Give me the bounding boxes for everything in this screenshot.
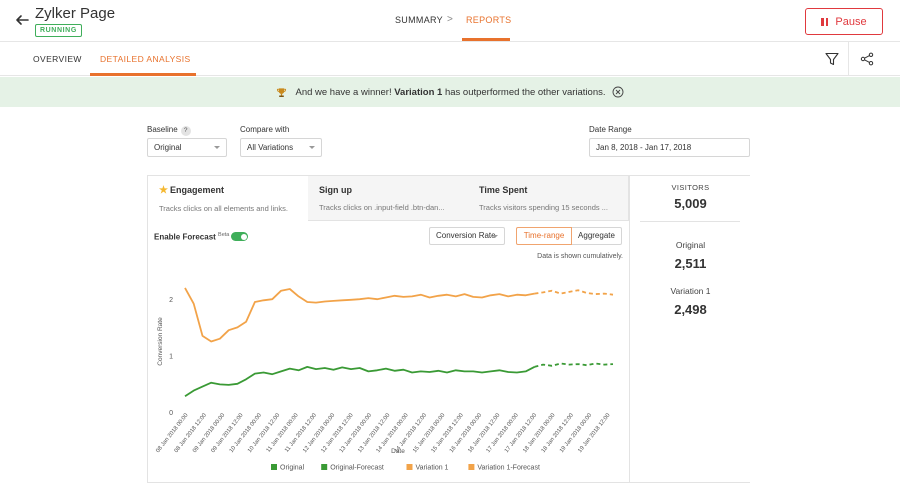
trophy-icon [277,87,287,97]
series-line-original-forecast [534,362,614,368]
goal-title: Engagement [169,185,224,195]
page-title: Zylker Page [35,5,116,22]
series-line-variation-1-forecast [534,289,614,296]
date-range-value: Jan 8, 2018 - Jan 17, 2018 [596,143,692,152]
chevron-right-icon: > [447,14,453,25]
visitors-value: 5,009 [674,196,707,211]
report-card: ★ Engagement Tracks clicks on all element… [147,175,750,483]
goal-title: Sign up [319,185,352,195]
caret-down-icon [214,146,220,149]
tab-summary[interactable]: SUMMARY [395,15,443,25]
series-line-original [184,366,535,397]
banner-prefix: And we have a winner! [295,86,392,98]
legend-label: Variation 1 [416,465,449,472]
caret-down-icon [309,146,315,149]
goal-tab-time-spent[interactable]: Time Spent Tracks visitors spending 15 s… [468,176,629,221]
time-range-button[interactable]: Time-range [516,227,572,245]
aggregate-button[interactable]: Aggregate [572,227,622,245]
goal-description: Tracks clicks on .input-field .btn-dan..… [319,203,445,212]
active-subtab-indicator [90,73,196,76]
baseline-select[interactable]: Original [147,138,227,157]
filter-button[interactable] [815,42,849,76]
star-icon: ★ [159,185,168,196]
goal-title: Time Spent [479,185,528,195]
active-tab-indicator [462,38,510,41]
variation-label: Variation 1 [670,286,711,296]
legend-swatch [321,464,328,470]
back-arrow-icon[interactable] [12,10,32,30]
banner-winner: Variation 1 [394,86,443,98]
pause-label: Pause [835,15,867,28]
variation-visitors: 2,498 [674,302,707,317]
forecast-toggle[interactable] [231,232,248,241]
divider [640,221,740,222]
compare-select[interactable]: All Variations [240,138,322,157]
goal-description: Tracks visitors spending 15 seconds ... [479,203,608,212]
compare-label: Compare with [240,125,290,134]
date-range-label: Date Range [589,125,632,134]
tab-reports[interactable]: REPORTS [466,15,512,25]
top-header: Zylker Page RUNNING SUMMARY > REPORTS Pa… [0,0,900,42]
tab-detailed-analysis[interactable]: DETAILED ANALYSIS [100,54,191,64]
share-button[interactable] [850,42,884,76]
stats-panel: VISITORS 5,009 Original 2,511 Variation … [629,176,750,482]
metric-value: Conversion Rate [436,231,496,240]
date-range-input[interactable]: Jan 8, 2018 - Jan 17, 2018 [589,138,750,157]
legend-swatch [271,464,277,470]
filter-icon [824,52,839,66]
x-axis-label: Date [391,448,405,455]
baseline-value: Original [154,143,182,152]
pause-button[interactable]: Pause [805,8,883,35]
status-badge: RUNNING [35,24,82,37]
sub-nav: OVERVIEW DETAILED ANALYSIS [0,42,900,76]
forecast-label: Enable Forecast Beta [154,232,229,242]
y-tick-label: 1 [169,354,173,361]
compare-value: All Variations [247,143,294,152]
banner-suffix: has outperformed the other variations. [444,86,606,98]
close-icon[interactable] [612,86,624,98]
pause-icon [821,17,829,26]
legend-label: Original-Forecast [330,465,384,472]
legend-swatch [468,464,475,470]
visitors-label: VISITORS [671,183,710,192]
beta-tag: Beta [218,232,230,238]
y-axis-label: Conversion Rate [157,317,164,366]
legend-swatch [406,464,413,470]
cumulative-note: Data is shown cumulatively. [537,253,623,260]
legend-label: Original [280,465,305,472]
y-tick-label: 0 [169,410,173,417]
caret-down-icon [492,235,498,238]
original-label: Original [675,240,706,250]
goal-tab-sign-up[interactable]: Sign up Tracks clicks on .input-field .b… [308,176,469,221]
tab-overview[interactable]: OVERVIEW [33,54,82,64]
help-icon[interactable]: ? [180,126,191,136]
metric-select[interactable]: Conversion Rate [429,227,505,245]
original-visitors: 2,511 [674,256,707,271]
goal-description: Tracks clicks on all elements and links. [159,204,288,213]
baseline-label-text: Baseline [147,125,178,134]
legend-label: Variation 1-Forecast [477,465,540,472]
x-tick-label: 08 Jan 2018 00:00 [155,413,189,455]
share-icon [860,52,874,66]
baseline-label: Baseline? [147,125,191,136]
winner-banner: And we have a winner! Variation 1 has ou… [0,77,900,107]
forecast-label-text: Enable Forecast [154,232,216,242]
goal-tab-engagement[interactable]: ★ Engagement Tracks clicks on all element… [148,176,309,221]
y-tick-label: 2 [169,297,173,304]
series-line-variation-1 [184,287,535,343]
